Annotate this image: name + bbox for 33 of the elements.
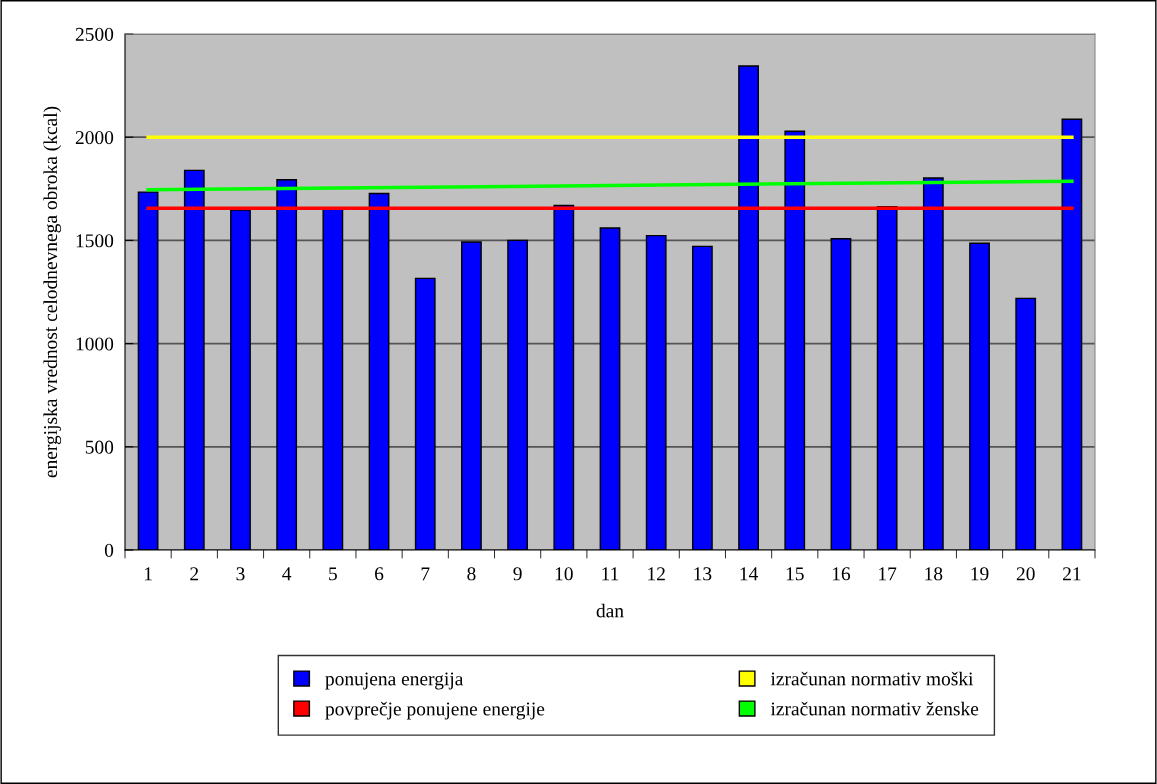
x-tick-label: 7 — [421, 567, 430, 581]
x-tick-label: 19 — [971, 567, 989, 581]
x-tick-label: 11 — [602, 567, 619, 581]
x-tick-label: 20 — [1016, 567, 1035, 581]
x-tick-label: 15 — [786, 567, 804, 581]
y-tick-label: 500 — [85, 440, 114, 454]
y-tick-label: 2500 — [75, 27, 114, 41]
legend-label: povprečje ponujene energije — [325, 701, 545, 720]
x-tick-label: 5 — [329, 567, 337, 581]
x-tick-label: 10 — [555, 567, 573, 581]
x-tick-label: 2 — [190, 567, 199, 581]
x-tick-label: 1 — [144, 567, 152, 581]
legend-label: izračunan normativ ženske — [770, 701, 979, 716]
y-tick-label: 2000 — [75, 131, 114, 145]
x-tick-label: 18 — [925, 567, 943, 581]
x-axis-title: dan — [596, 603, 624, 618]
x-tick-label: 17 — [879, 567, 897, 581]
x-tick-label: 4 — [282, 567, 292, 581]
x-tick-label: 13 — [694, 567, 712, 581]
x-tick-label: 3 — [236, 567, 245, 581]
y-tick-label: 1500 — [76, 234, 114, 248]
legend-label: izračunan normativ moški — [770, 671, 974, 686]
x-tick-label: 14 — [740, 567, 758, 581]
x-tick-label: 9 — [513, 567, 522, 581]
x-tick-label: 8 — [467, 567, 476, 581]
x-tick-label: 12 — [648, 567, 665, 581]
x-tick-label: 21 — [1063, 567, 1081, 581]
x-tick-label: 16 — [832, 567, 851, 581]
legend-label: ponujena energija — [325, 672, 464, 690]
y-tick-label: 0 — [104, 543, 114, 557]
y-axis-title: energijska vrednost celodnevnega obroka (kcal) — [43, 106, 62, 478]
x-tick-label: 6 — [375, 567, 384, 581]
y-tick-label: 1000 — [76, 337, 114, 351]
